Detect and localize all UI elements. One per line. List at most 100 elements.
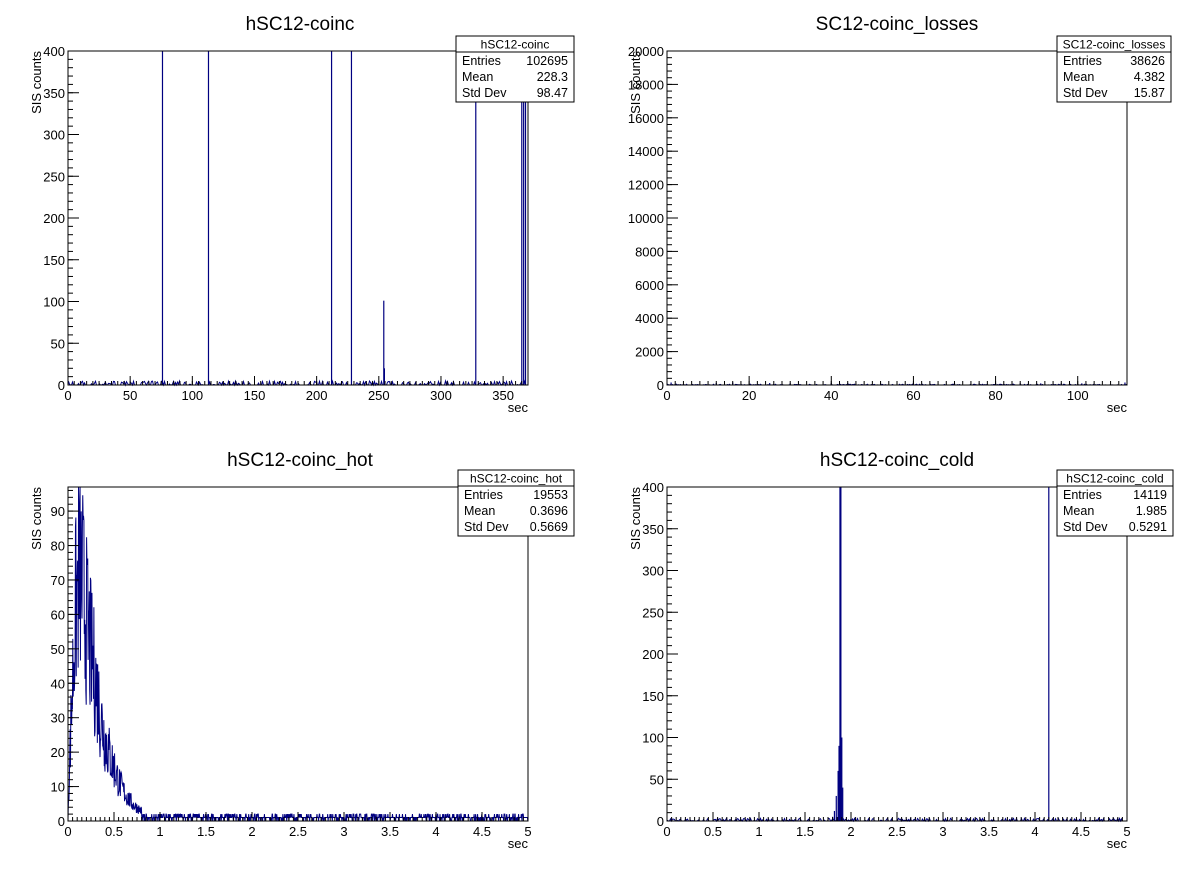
stats-value: 1.985 xyxy=(1136,504,1167,518)
y-tick-label: 40 xyxy=(51,676,65,691)
y-tick-label: 100 xyxy=(43,295,65,310)
x-tick-label: 100 xyxy=(1067,388,1089,403)
stats-label: Mean xyxy=(464,504,495,518)
y-tick-label: 100 xyxy=(642,731,664,746)
y-tick-label: 8000 xyxy=(635,244,664,259)
y-axis-label: SIS counts xyxy=(628,487,643,550)
x-tick-label: 2.5 xyxy=(888,824,906,839)
y-tick-label: 20000 xyxy=(628,44,664,59)
stats-label: Entries xyxy=(464,488,503,502)
histogram-title: hSC12-coinc_hot xyxy=(227,450,373,471)
x-tick-label: 4 xyxy=(432,824,439,839)
y-tick-label: 4000 xyxy=(635,311,664,326)
y-axis-label: SIS counts xyxy=(29,51,44,114)
y-axis: 0 10 20 30 40 50 60 70 80 90 SIS counts xyxy=(29,487,79,829)
stats-label: Mean xyxy=(462,70,493,84)
x-axis-label: sec xyxy=(1107,400,1128,415)
y-axis-label: SIS counts xyxy=(29,487,44,550)
histogram-title: SC12-coinc_losses xyxy=(816,14,979,35)
stats-value: 38626 xyxy=(1130,54,1165,68)
y-tick-label: 350 xyxy=(642,522,664,537)
x-tick-label: 3.5 xyxy=(381,824,399,839)
x-tick-label: 1 xyxy=(156,824,163,839)
x-axis: 0 20 40 60 80 100 sec xyxy=(663,376,1128,415)
x-tick-label: 350 xyxy=(492,388,514,403)
stats-value: 15.87 xyxy=(1134,86,1165,100)
plot-frame xyxy=(67,486,529,822)
y-tick-label: 200 xyxy=(642,647,664,662)
y-tick-label: 6000 xyxy=(635,278,664,293)
stats-value: 98.47 xyxy=(537,86,568,100)
y-tick-label: 150 xyxy=(43,253,65,268)
histogram-line xyxy=(67,486,529,822)
stats-value: 19553 xyxy=(533,488,568,502)
y-tick-label: 20 xyxy=(51,745,65,760)
stats-label: Std Dev xyxy=(1063,86,1108,100)
histogram-panel-4: hSC12-coinc_cold 0 0.5 1 1.5 2 2.5 3 3.5 4 4.5 5sec… xyxy=(628,450,1174,851)
x-tick-label: 250 xyxy=(368,388,390,403)
y-tick-label: 16000 xyxy=(628,111,664,126)
x-axis-label: sec xyxy=(508,836,529,851)
stats-value: 14119 xyxy=(1133,488,1167,502)
histogram-title: hSC12-coinc xyxy=(246,14,355,35)
stats-box-frame xyxy=(1056,469,1174,537)
histogram-bins xyxy=(666,487,1127,823)
stats-value: 228.3 xyxy=(537,70,568,84)
y-tick-label: 70 xyxy=(51,573,65,588)
y-tick-label: 250 xyxy=(43,169,65,184)
x-tick-label: 0.5 xyxy=(105,824,123,839)
stats-box: hSC12-coinc_cold Entries 14119 Mean 1.985 Std… xyxy=(1056,469,1174,537)
x-tick-label: 0 xyxy=(663,824,670,839)
y-tick-label: 10 xyxy=(51,780,65,795)
stats-value: 102695 xyxy=(526,54,568,68)
x-tick-label: 2 xyxy=(847,824,854,839)
stats-label: Entries xyxy=(1063,54,1102,68)
x-tick-label: 4.5 xyxy=(1072,824,1090,839)
y-tick-label: 2000 xyxy=(635,345,664,360)
x-tick-label: 150 xyxy=(244,388,266,403)
stats-label: Std Dev xyxy=(462,86,507,100)
y-tick-label: 50 xyxy=(51,642,65,657)
stats-box-name: hSC12-coinc_hot xyxy=(470,472,563,486)
y-tick-label: 60 xyxy=(51,607,65,622)
stats-box-frame xyxy=(1056,35,1172,103)
y-tick-label: 0 xyxy=(657,814,664,829)
stats-box-frame xyxy=(457,469,575,537)
x-tick-label: 2 xyxy=(248,824,255,839)
y-tick-label: 0 xyxy=(58,378,65,393)
stats-value: 0.5291 xyxy=(1129,520,1167,534)
stats-value: 4.382 xyxy=(1134,70,1165,84)
stats-label: Mean xyxy=(1063,70,1094,84)
stats-box-name: hSC12-coinc_cold xyxy=(1066,472,1163,486)
y-tick-label: 50 xyxy=(650,772,664,787)
x-axis-label: sec xyxy=(1107,836,1128,851)
x-tick-label: 5 xyxy=(524,824,531,839)
stats-box: hSC12-coinc Entries 102695 Mean 228.3 Std Dev… xyxy=(455,35,575,103)
y-tick-label: 14000 xyxy=(628,144,664,159)
plot-frame xyxy=(666,486,1128,822)
x-tick-label: 20 xyxy=(742,388,756,403)
y-tick-label: 350 xyxy=(43,86,65,101)
x-tick-label: 3 xyxy=(340,824,347,839)
histogram-title: hSC12-coinc_cold xyxy=(820,450,974,471)
y-tick-label: 200 xyxy=(43,211,65,226)
x-tick-label: 200 xyxy=(306,388,328,403)
stats-label: Mean xyxy=(1063,504,1094,518)
x-axis-label: sec xyxy=(508,400,529,415)
stats-box: SC12-coinc_losses Entries 38626 Mean 4.382 St… xyxy=(1056,35,1172,103)
x-tick-label: 0.5 xyxy=(704,824,722,839)
y-tick-label: 250 xyxy=(642,605,664,620)
stats-label: Std Dev xyxy=(1063,520,1108,534)
histogram-bins xyxy=(67,51,528,387)
x-tick-label: 2.5 xyxy=(289,824,307,839)
x-tick-label: 0 xyxy=(64,824,71,839)
x-tick-label: 300 xyxy=(430,388,452,403)
x-tick-label: 40 xyxy=(824,388,838,403)
x-tick-label: 4.5 xyxy=(473,824,491,839)
